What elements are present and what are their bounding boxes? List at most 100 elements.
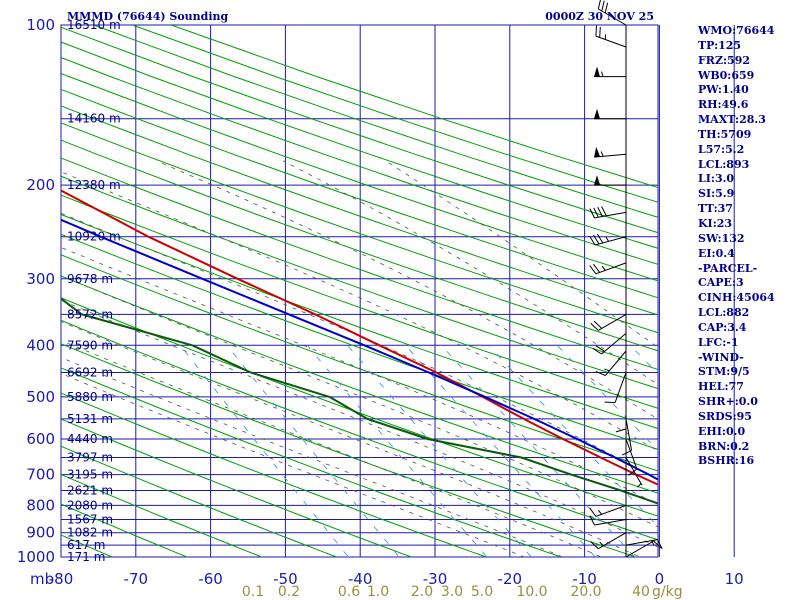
index-entry: SRDS:95 — [698, 409, 752, 423]
temperature-tick-label: 0 — [655, 570, 665, 588]
wind-barb-shaft — [605, 350, 627, 376]
wind-barb-half-feather — [637, 483, 642, 488]
index-entry: LCL:882 — [698, 306, 750, 320]
height-label: 7590 m — [67, 338, 113, 352]
temperature-tick-label: -60 — [198, 570, 223, 588]
wind-barb-6 — [589, 206, 627, 219]
plot-frame — [60, 24, 659, 558]
index-entry: SI:5.9 — [698, 187, 735, 201]
mixing-ratio-label: 2.0 — [411, 584, 433, 600]
height-label: 3797 m — [67, 451, 113, 465]
wind-barb-shaft — [625, 540, 654, 558]
index-entry: TT:37 — [698, 202, 733, 216]
height-label: 16510 m — [67, 18, 121, 32]
wind-barb-10 — [592, 333, 627, 355]
wind-barb-18 — [589, 515, 627, 526]
wind-barb-pennant — [594, 108, 600, 119]
wind-barb-feather — [595, 25, 597, 37]
temperature-tick-label: -20 — [498, 570, 523, 588]
temperature-tick-label: -30 — [423, 570, 448, 588]
height-label: 5880 m — [67, 390, 113, 404]
moist-adiabat-5 — [61, 299, 658, 548]
index-entry: MAXT:28.3 — [698, 113, 766, 127]
stability-indices-list: WMO:76644 TP:125 FRZ:592 WB0:659 PW:1.40 RH:4… — [698, 24, 775, 469]
index-entry: WB0:659 — [698, 68, 755, 82]
dry-adiabat-360 — [61, 157, 658, 370]
pressure-label-1000: 1000 — [17, 548, 55, 566]
index-entry: TP:125 — [698, 38, 742, 52]
index-entry: BSHR:16 — [698, 454, 755, 468]
wind-barb-21 — [625, 540, 662, 558]
index-entry: HEL:77 — [698, 380, 744, 394]
mixing-ratio-line-2 — [306, 345, 488, 557]
wind-barb-shaft — [598, 8, 627, 26]
mixing-ratio-label: 0.2 — [278, 584, 300, 600]
wind-barb-pennant — [594, 146, 601, 158]
wind-barb-half-feather — [599, 541, 604, 547]
moist-adiabat--5 — [61, 339, 603, 557]
moist-adiabat-0 — [61, 321, 642, 557]
wind-barb-shaft — [625, 418, 633, 451]
wind-barb-feather — [593, 207, 599, 218]
wind-barb-feather — [592, 347, 602, 355]
dry-adiabat-290 — [61, 297, 658, 517]
index-entry: -PARCEL- — [698, 261, 758, 275]
index-entry: CAPE:3 — [698, 276, 744, 290]
wind-barb-feather — [597, 206, 603, 217]
wind-barb-19 — [590, 532, 627, 550]
dry-adiabat-210 — [61, 503, 189, 557]
dry-adiabat-260 — [61, 367, 563, 557]
dry-adiabat-350 — [61, 175, 658, 390]
wind-barb-pennant — [594, 175, 600, 186]
height-label: 2621 m — [67, 484, 113, 498]
temperature-tick-label: -10 — [572, 570, 597, 588]
index-entry: EI:0.4 — [698, 246, 735, 260]
index-entry: LI:3.0 — [698, 172, 735, 186]
dry-adiabat-430 — [61, 41, 658, 249]
wind-barb-feather — [589, 507, 597, 517]
wind-barb-shaft — [594, 236, 627, 246]
chart-title: MMMD (76644) Sounding — [67, 10, 229, 23]
parcel-trace — [61, 218, 658, 481]
sounding-time: 0000Z 30 NOV 25 — [545, 10, 654, 23]
moist-adiabat-10 — [61, 275, 658, 528]
pressure-label-900: 900 — [26, 524, 55, 542]
mixing-ratio-label: 1.0 — [367, 584, 389, 600]
dry-adiabat-270 — [61, 343, 638, 557]
wind-barb-shaft — [625, 539, 658, 546]
height-label: 14160 m — [67, 112, 121, 126]
wind-barb-feather — [601, 206, 607, 217]
wind-barb-feather — [604, 401, 616, 404]
height-label: 6692 m — [67, 366, 113, 380]
dry-adiabat-420 — [61, 56, 658, 265]
wind-barb-half-feather — [601, 265, 606, 271]
index-entry: L57:5.2 — [698, 142, 745, 156]
wind-barb-15 — [625, 438, 638, 476]
moist-adiabat-20 — [61, 212, 658, 480]
wind-barb-feather — [615, 428, 627, 433]
mixing-ratio-label: 5.0 — [471, 584, 493, 600]
moist-adiabat-25 — [61, 171, 658, 452]
index-entry: PW:1.40 — [698, 83, 749, 97]
pressure-label-800: 800 — [26, 496, 55, 514]
wind-barb-feather — [595, 370, 606, 376]
index-entry: RH:49.6 — [698, 98, 749, 112]
wind-barb-feather — [589, 265, 597, 275]
wind-barb-feather — [653, 540, 662, 549]
wind-barb-8 — [589, 262, 627, 275]
wind-barb-2 — [594, 66, 626, 78]
dry-adiabat-220 — [61, 473, 264, 557]
height-label: 5131 m — [67, 412, 113, 426]
dry-adiabat-240 — [61, 418, 413, 557]
mixing-ratio-unit: g/kg — [652, 584, 683, 600]
index-entry: WMO:76644 — [698, 24, 775, 37]
pressure-label-700: 700 — [26, 466, 55, 484]
height-label: 9678 m — [67, 272, 113, 286]
dry-adiabat-280 — [61, 319, 658, 541]
wind-barb-9 — [590, 313, 627, 331]
dry-adiabat-390 — [61, 105, 658, 316]
sounding-profiles — [61, 189, 658, 505]
height-label: 2080 m — [67, 498, 113, 512]
temperature-tick-label: -80 — [49, 570, 74, 588]
wind-barb-shaft — [595, 504, 627, 517]
